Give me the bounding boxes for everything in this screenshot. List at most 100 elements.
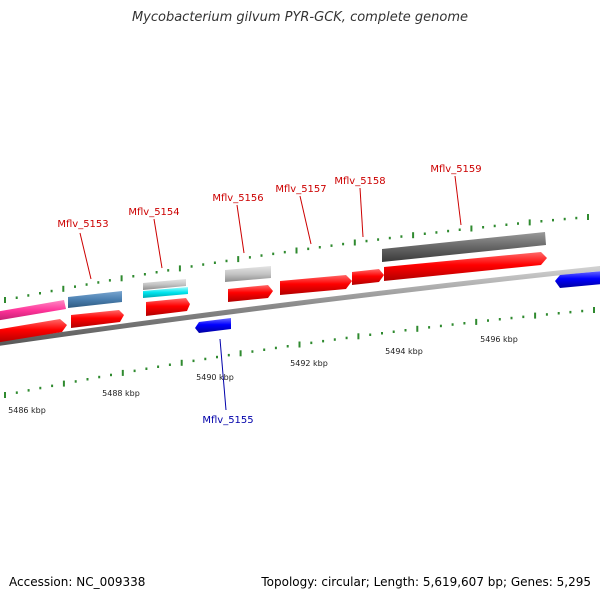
inner-tick — [121, 369, 124, 376]
inner-tick — [180, 359, 183, 366]
inner-tick — [51, 384, 54, 388]
outer-tick — [225, 259, 228, 263]
feature-darkgray-mflv-5159[interactable] — [382, 232, 546, 262]
gene-label-mflv-5156[interactable]: Mflv_5156 — [212, 193, 263, 204]
inner-tick — [498, 318, 501, 321]
gene-label-mflv-5155[interactable]: Mflv_5155 — [202, 415, 253, 426]
gene-label-mflv-5158[interactable]: Mflv_5158 — [334, 176, 385, 187]
outer-tick — [132, 275, 135, 278]
inner-tick — [239, 350, 242, 357]
outer-tick — [190, 265, 193, 268]
outer-tick — [493, 224, 496, 228]
inner-tick — [463, 322, 466, 325]
tick-label-5492: 5492 kbp — [290, 359, 328, 368]
feature-gray-mflv-5156[interactable] — [225, 266, 271, 282]
inner-tick — [145, 367, 148, 370]
inner-tick — [251, 350, 254, 353]
feature-red-mflv-5153[interactable] — [71, 310, 124, 328]
outer-tick — [528, 219, 531, 226]
feature-red-mflv-5157[interactable] — [280, 275, 352, 295]
inner-tick — [404, 329, 407, 332]
gene-label-mflv-5159[interactable]: Mflv_5159 — [430, 164, 481, 175]
inner-tick-ring — [4, 307, 595, 398]
feature-red-mflv-5159[interactable] — [384, 252, 547, 281]
outer-tick — [50, 289, 53, 293]
gene-label-mflv-5157[interactable]: Mflv_5157 — [275, 184, 326, 195]
inner-tick — [381, 332, 383, 335]
feature-steelblue[interactable] — [68, 291, 122, 308]
outer-tick — [423, 232, 426, 235]
backbone-arc — [0, 266, 600, 346]
outer-tick — [295, 247, 298, 254]
outer-tick — [400, 235, 403, 238]
outer-tick — [15, 296, 18, 299]
outer-tick — [447, 229, 450, 233]
inner-tick — [357, 333, 360, 340]
feature-cyan[interactable] — [143, 287, 188, 298]
gene-label-mflv-5153[interactable]: Mflv_5153 — [57, 219, 108, 230]
tick-label-5488: 5488 kbp — [102, 389, 140, 398]
outer-tick — [517, 222, 519, 225]
inner-tick — [322, 339, 325, 343]
inner-tick — [428, 326, 431, 329]
outer-tick — [552, 218, 554, 222]
gene-label-mflv-5154[interactable]: Mflv_5154 — [128, 207, 179, 218]
inner-tick — [15, 391, 18, 394]
outer-tick — [108, 279, 111, 282]
inner-tick — [569, 310, 572, 314]
inner-tick — [62, 380, 65, 387]
outer-tick — [167, 269, 170, 272]
inner-tick — [310, 341, 313, 345]
outer-tick — [62, 285, 65, 292]
outer-tick — [377, 238, 380, 241]
outer-tick — [505, 223, 508, 226]
inner-tick — [133, 369, 136, 373]
outer-tick — [260, 254, 263, 257]
inner-tick — [157, 365, 160, 368]
accession-label: Accession: NC_009338 — [9, 575, 146, 589]
feature-red-mflv-5154[interactable] — [146, 298, 190, 316]
gene-leader-line-mflv-5155 — [219, 338, 227, 411]
outer-tick — [4, 297, 6, 303]
feature-blue-right[interactable] — [555, 271, 600, 288]
feature-red-left[interactable] — [0, 319, 67, 343]
tick-label-5494: 5494 kbp — [385, 347, 423, 356]
outer-tick — [575, 216, 578, 220]
feature-blue-mflv-5155[interactable] — [195, 318, 231, 333]
inner-tick — [168, 363, 171, 366]
outer-tick — [563, 217, 566, 221]
outer-tick — [120, 275, 123, 282]
inner-tick — [392, 330, 395, 333]
outer-tick — [272, 252, 275, 256]
outer-tick — [540, 220, 543, 223]
topology-label: Topology: circular; Length: 5,619,607 bp… — [261, 575, 591, 589]
feature-red-mflv-5156[interactable] — [228, 285, 273, 302]
inner-tick — [192, 359, 195, 363]
inner-tick — [204, 357, 207, 361]
outer-tick-ring — [4, 214, 589, 303]
outer-tick — [388, 236, 391, 240]
outer-tick — [353, 239, 356, 246]
feature-pink[interactable] — [0, 300, 66, 321]
outer-tick — [318, 246, 321, 249]
outer-tick — [307, 247, 310, 251]
map-title: Mycobacterium gilvum PYR-GCK, complete g… — [131, 10, 469, 25]
inner-tick — [227, 353, 230, 357]
inner-tick — [298, 341, 301, 348]
outer-tick — [365, 239, 368, 243]
inner-tick — [557, 312, 560, 315]
feature-gray-mflv-5154[interactable] — [143, 279, 186, 290]
inner-tick — [581, 309, 584, 313]
inner-tick — [487, 319, 489, 322]
inner-tick — [333, 338, 336, 341]
outer-tick — [412, 232, 415, 239]
gene-leader-lines — [79, 175, 462, 280]
outer-tick — [587, 214, 589, 220]
feature-red-mflv-5158[interactable] — [352, 269, 384, 285]
outer-tick — [143, 273, 146, 276]
inner-tick — [369, 333, 372, 336]
inner-tick — [286, 345, 289, 348]
outer-tick — [39, 292, 41, 295]
outer-tick — [97, 281, 100, 284]
